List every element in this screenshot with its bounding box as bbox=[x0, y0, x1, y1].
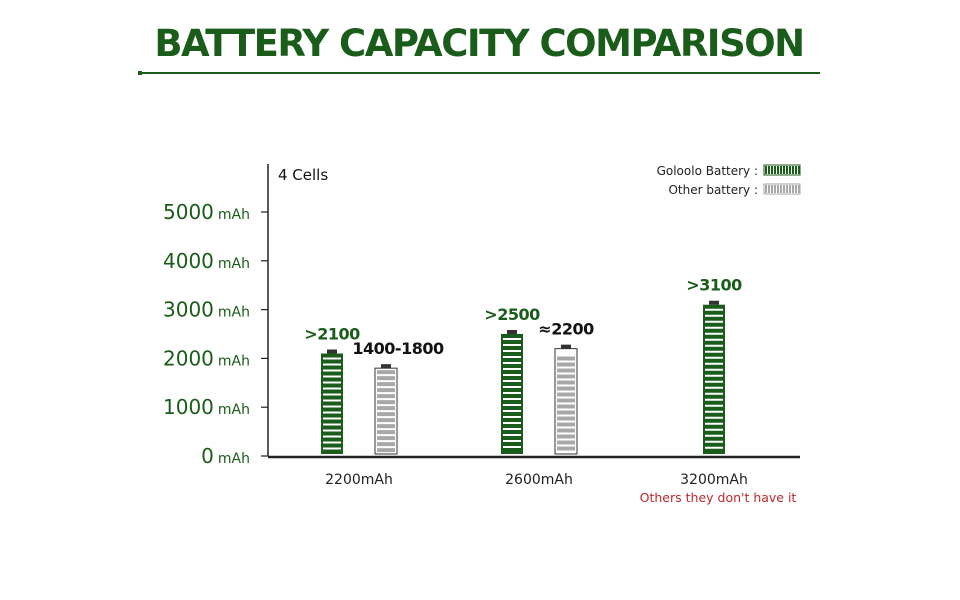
battery-cap bbox=[709, 300, 719, 305]
legend-label: Goloolo Battery : bbox=[657, 164, 758, 178]
y-tick-label: 4000 mAh bbox=[163, 249, 250, 273]
x-category-label: 2600mAh bbox=[505, 472, 573, 488]
battery-cap bbox=[381, 364, 391, 369]
bar-data-label: >3100 bbox=[686, 276, 742, 295]
battery-body bbox=[703, 304, 725, 454]
legend-swatch bbox=[763, 183, 801, 195]
battery-cap bbox=[327, 349, 337, 354]
battery-body bbox=[321, 353, 343, 454]
y-tick-label: 1000 mAh bbox=[163, 395, 250, 419]
battery-shell bbox=[374, 367, 398, 455]
y-tick-label: 3000 mAh bbox=[163, 298, 250, 322]
y-axis-ticks: 0 mAh 1000 mAh 2000 mAh 3000 mAh 4000 mAh 5000 mAh bbox=[163, 200, 268, 468]
bar-data-label: ≈2200 bbox=[538, 320, 594, 339]
bar-data-label: 1400-1800 bbox=[352, 339, 444, 358]
y-tick-label: 0 mAh bbox=[201, 444, 250, 468]
bar-goloolo-2: >3100 bbox=[686, 276, 743, 454]
battery-cap bbox=[507, 330, 517, 334]
bar-goloolo-0: >2100 bbox=[304, 325, 361, 454]
x-category-label: 2200mAh bbox=[325, 472, 393, 488]
title-underline-dot bbox=[138, 71, 142, 75]
bar-goloolo-1: >2500 bbox=[484, 305, 541, 454]
bar-other-1: ≈2200 bbox=[538, 320, 595, 455]
bar-other-0: 1400-1800 bbox=[352, 339, 444, 455]
bar-data-label: >2500 bbox=[484, 305, 540, 324]
battery-cap bbox=[561, 344, 571, 349]
page-title: BATTERY CAPACITY COMPARISON bbox=[154, 22, 805, 65]
chart-subtitle: 4 Cells bbox=[278, 166, 328, 184]
legend-swatch bbox=[763, 164, 801, 176]
legend-label: Other battery : bbox=[668, 183, 758, 197]
title-underline bbox=[138, 72, 820, 74]
legend: Goloolo Battery : Other battery : bbox=[657, 164, 801, 197]
x-axis-categories: 2200mAh 2600mAh 3200mAh Others they don't h… bbox=[325, 472, 796, 505]
y-tick-label: 2000 mAh bbox=[163, 346, 250, 370]
bar-data-label: >2100 bbox=[304, 325, 360, 344]
page-title-wrap: BATTERY CAPACITY COMPARISON bbox=[138, 22, 820, 66]
y-tick-label: 5000 mAh bbox=[163, 200, 250, 224]
x-category-label: 3200mAh bbox=[680, 472, 748, 488]
x-category-note: Others they don't have it bbox=[640, 490, 797, 505]
